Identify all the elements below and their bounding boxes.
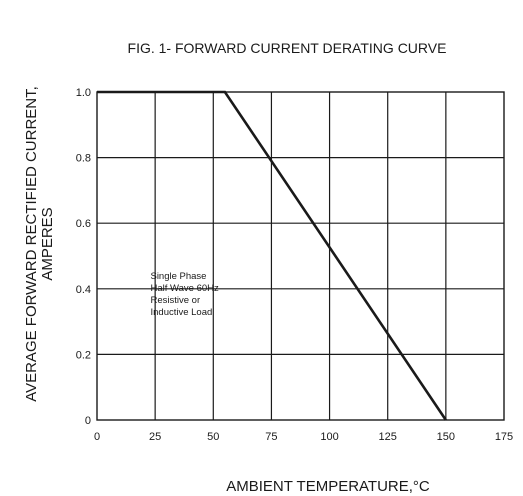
plot-frame [96,91,505,421]
x-axis-label: AMBIENT TEMPERATURE,°C [226,478,430,495]
x-tick-label: 50 [207,431,219,443]
y-axis-label-line-1: AVERAGE FORWARD RECTIFIED CURRENT, [23,86,40,402]
grid [97,92,504,420]
y-tick-label: 0.8 [76,153,91,165]
y-axis-label: AVERAGE FORWARD RECTIFIED CURRENT, AMPER… [23,86,56,402]
y-tick-label: 0.2 [76,349,91,361]
y-tick-label: 0 [85,415,91,427]
y-tick-labels: 0 0.2 0.4 0.6 0.8 1.0 [76,87,91,427]
y-tick-label: 1.0 [76,87,91,99]
annotation-line: Single Phase [150,271,206,282]
x-tick-labels: 0 25 50 75 100 125 150 175 [94,431,513,443]
annotation-line: Inductive Load [150,307,212,318]
annotation-line: Half Wave 60Hz [150,283,219,294]
derating-curve [97,90,447,421]
chart-title: FIG. 1- FORWARD CURRENT DERATING CURVE [128,40,447,56]
x-tick-label: 100 [320,431,338,443]
y-tick-label: 0.6 [76,218,91,230]
x-tick-label: 125 [379,431,397,443]
x-tick-label: 25 [149,431,161,443]
x-tick-label: 150 [437,431,455,443]
y-axis-label-line-2: AMPERES [39,207,56,280]
annotation-line: Resistive or [150,295,200,306]
x-tick-label: 75 [265,431,277,443]
x-tick-label: 175 [495,431,513,443]
y-tick-label: 0.4 [76,284,91,296]
x-tick-label: 0 [94,431,100,443]
series [97,90,447,421]
